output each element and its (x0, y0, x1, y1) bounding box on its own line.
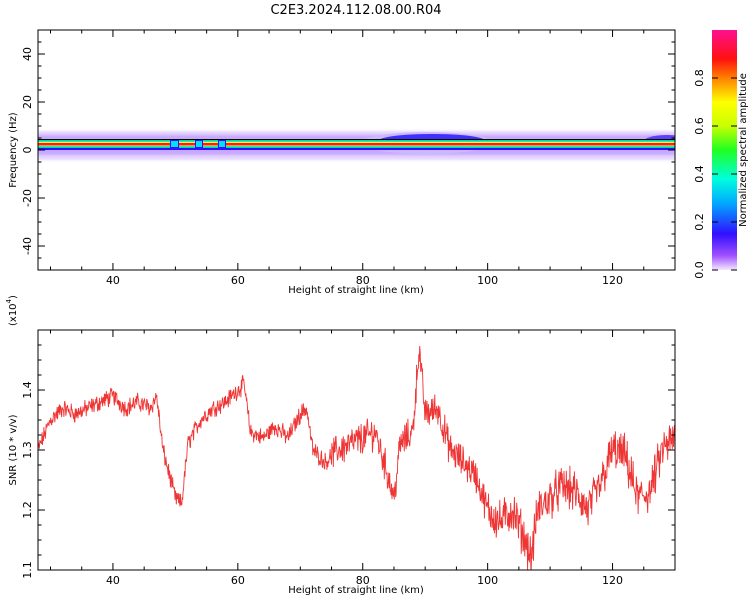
snr-series-line (38, 345, 675, 570)
spectrogram-ticks: 40 60 80 100 120 -40 -20 0 20 40 (21, 30, 676, 287)
snr-ytick-label: 1.1 (21, 561, 34, 579)
figure-title: C2E3.2024.112.08.00.R04 (270, 3, 441, 18)
colorbar-tick-label: 0.6 (693, 117, 706, 135)
spectrogram-gaps (170, 139, 226, 150)
snr-ticks: 40 60 80 100 120 1.1 1.2 1.3 1.4 (21, 330, 676, 587)
gap-1-cyan (171, 141, 178, 147)
gap-2-cyan (196, 141, 202, 147)
snr-multiplier-close: ) (8, 295, 19, 299)
snr-ytick-label: 1.2 (21, 501, 34, 519)
colorbar-tick-label: 0.8 (693, 69, 706, 87)
snr-xtick-label: 80 (356, 574, 370, 587)
snr-multiplier-exp: 4 (5, 298, 13, 303)
spectrogram-ytick-label: -20 (21, 189, 34, 207)
spectrogram-xtick-label: 40 (106, 274, 120, 287)
band-magenta (38, 143, 675, 145)
snr-ylabel: SNR (10 * v/v) (8, 414, 19, 485)
spectrogram-ytick-label: -40 (21, 237, 34, 255)
spectrogram-ytick-label: 0 (21, 147, 34, 154)
spectrogram-ylabel: Frequency (Hz) (8, 112, 19, 188)
spectrogram-image (38, 131, 675, 160)
colorbar-ticks: 0.0 0.2 0.4 0.6 0.8 (693, 69, 737, 279)
snr-frame (37, 329, 676, 571)
snr-xtick-label: 40 (106, 574, 120, 587)
colorbar-label: Normalized spectral amplitude (738, 73, 749, 227)
colorbar-tick-label: 0.4 (693, 165, 706, 183)
spectrogram-xlabel: Height of straight line (km) (288, 285, 424, 296)
snr-xlabel: Height of straight line (km) (288, 585, 424, 596)
snr-plot-area (38, 345, 675, 570)
spectrogram-xtick-label: 100 (477, 274, 498, 287)
snr-panel: 40 60 80 100 120 1.1 1.2 1.3 1.4 Height of strai… (5, 295, 676, 596)
snr-xtick-label: 60 (231, 574, 245, 587)
spectrogram-xtick-label: 60 (231, 274, 245, 287)
spectrogram-xtick-label: 120 (602, 274, 623, 287)
colorbar-image (712, 30, 737, 270)
colorbar-tick-label: 0.0 (693, 261, 706, 279)
snr-multiplier-base: (x10 (8, 303, 19, 326)
spectrogram-ytick-label: 40 (21, 47, 34, 61)
snr-ytick-label: 1.3 (21, 441, 34, 459)
snr-multiplier: (x104) (5, 295, 19, 326)
gap-3-cyan (219, 141, 225, 147)
colorbar-tick-label: 0.2 (693, 213, 706, 231)
colorbar: 0.0 0.2 0.4 0.6 0.8 Normalized spectral ampl… (693, 30, 749, 279)
spectrogram-ytick-label: 20 (21, 95, 34, 109)
spectrogram-panel: 40 60 80 100 120 -40 -20 0 20 40 Height of straig… (8, 29, 676, 296)
spectrogram-core (38, 139, 675, 150)
snr-xtick-label: 120 (602, 574, 623, 587)
snr-xtick-label: 100 (477, 574, 498, 587)
snr-ytick-label: 1.4 (21, 381, 34, 399)
spectrogram-xtick-label: 80 (356, 274, 370, 287)
